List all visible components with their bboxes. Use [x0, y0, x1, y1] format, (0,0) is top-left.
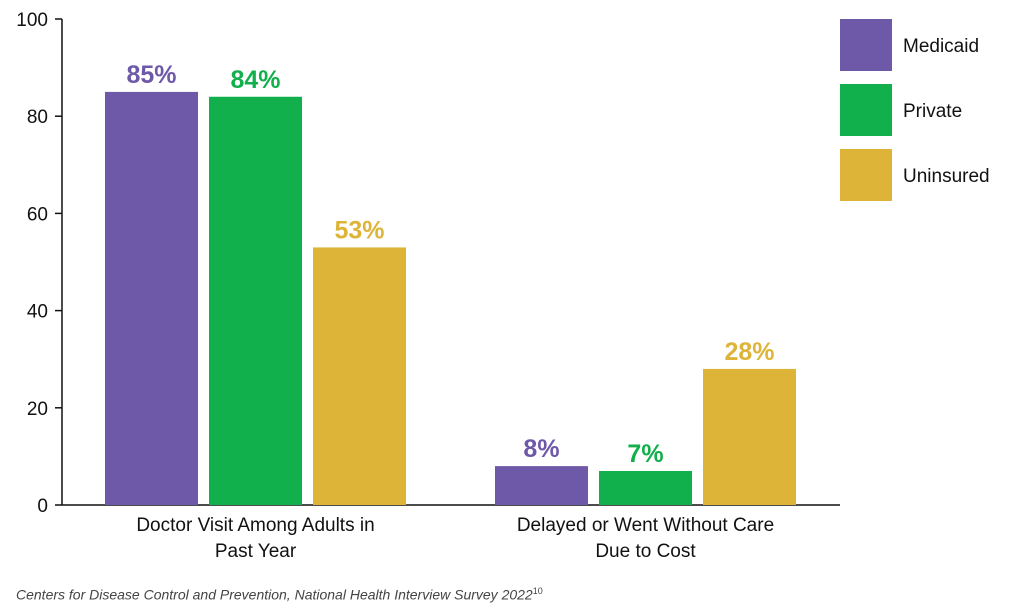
legend-label: Uninsured	[903, 166, 990, 187]
category-label: Doctor Visit Among Adults in	[136, 515, 374, 536]
y-tick-label: 100	[16, 10, 48, 31]
category-label: Past Year	[215, 541, 297, 562]
source-note: Centers for Disease Control and Preventi…	[16, 586, 543, 603]
bar	[313, 247, 406, 506]
category-label: Due to Cost	[595, 541, 696, 562]
legend-swatch	[840, 19, 892, 71]
bars: 85% 84% 53% Doctor Visit Among Adults in Pas…	[105, 61, 796, 562]
bar	[209, 96, 302, 505]
data-label: 84%	[230, 66, 280, 94]
data-label: 85%	[126, 61, 176, 89]
y-tick-label: 80	[27, 107, 48, 128]
y-tick-label: 60	[27, 204, 48, 225]
data-label: 7%	[627, 440, 663, 468]
data-label: 28%	[724, 338, 774, 366]
legend-swatch	[840, 149, 892, 201]
source-text: Centers for Disease Control and Preventi…	[16, 586, 533, 603]
legend: Medicaid Private Uninsured	[840, 19, 990, 201]
y-tick-label: 40	[27, 302, 48, 323]
bar	[599, 470, 692, 505]
source-footnote: 10	[532, 586, 543, 596]
category-label: Delayed or Went Without Care	[517, 515, 774, 536]
legend-swatch	[840, 84, 892, 136]
bar	[703, 368, 796, 505]
bar	[495, 466, 588, 505]
bar	[105, 91, 198, 506]
legend-label: Medicaid	[903, 36, 979, 57]
data-label: 8%	[523, 435, 559, 463]
y-tick-label: 20	[27, 399, 48, 420]
y-tick-label: 0	[37, 496, 48, 517]
data-label: 53%	[334, 216, 384, 244]
legend-label: Private	[903, 101, 962, 122]
